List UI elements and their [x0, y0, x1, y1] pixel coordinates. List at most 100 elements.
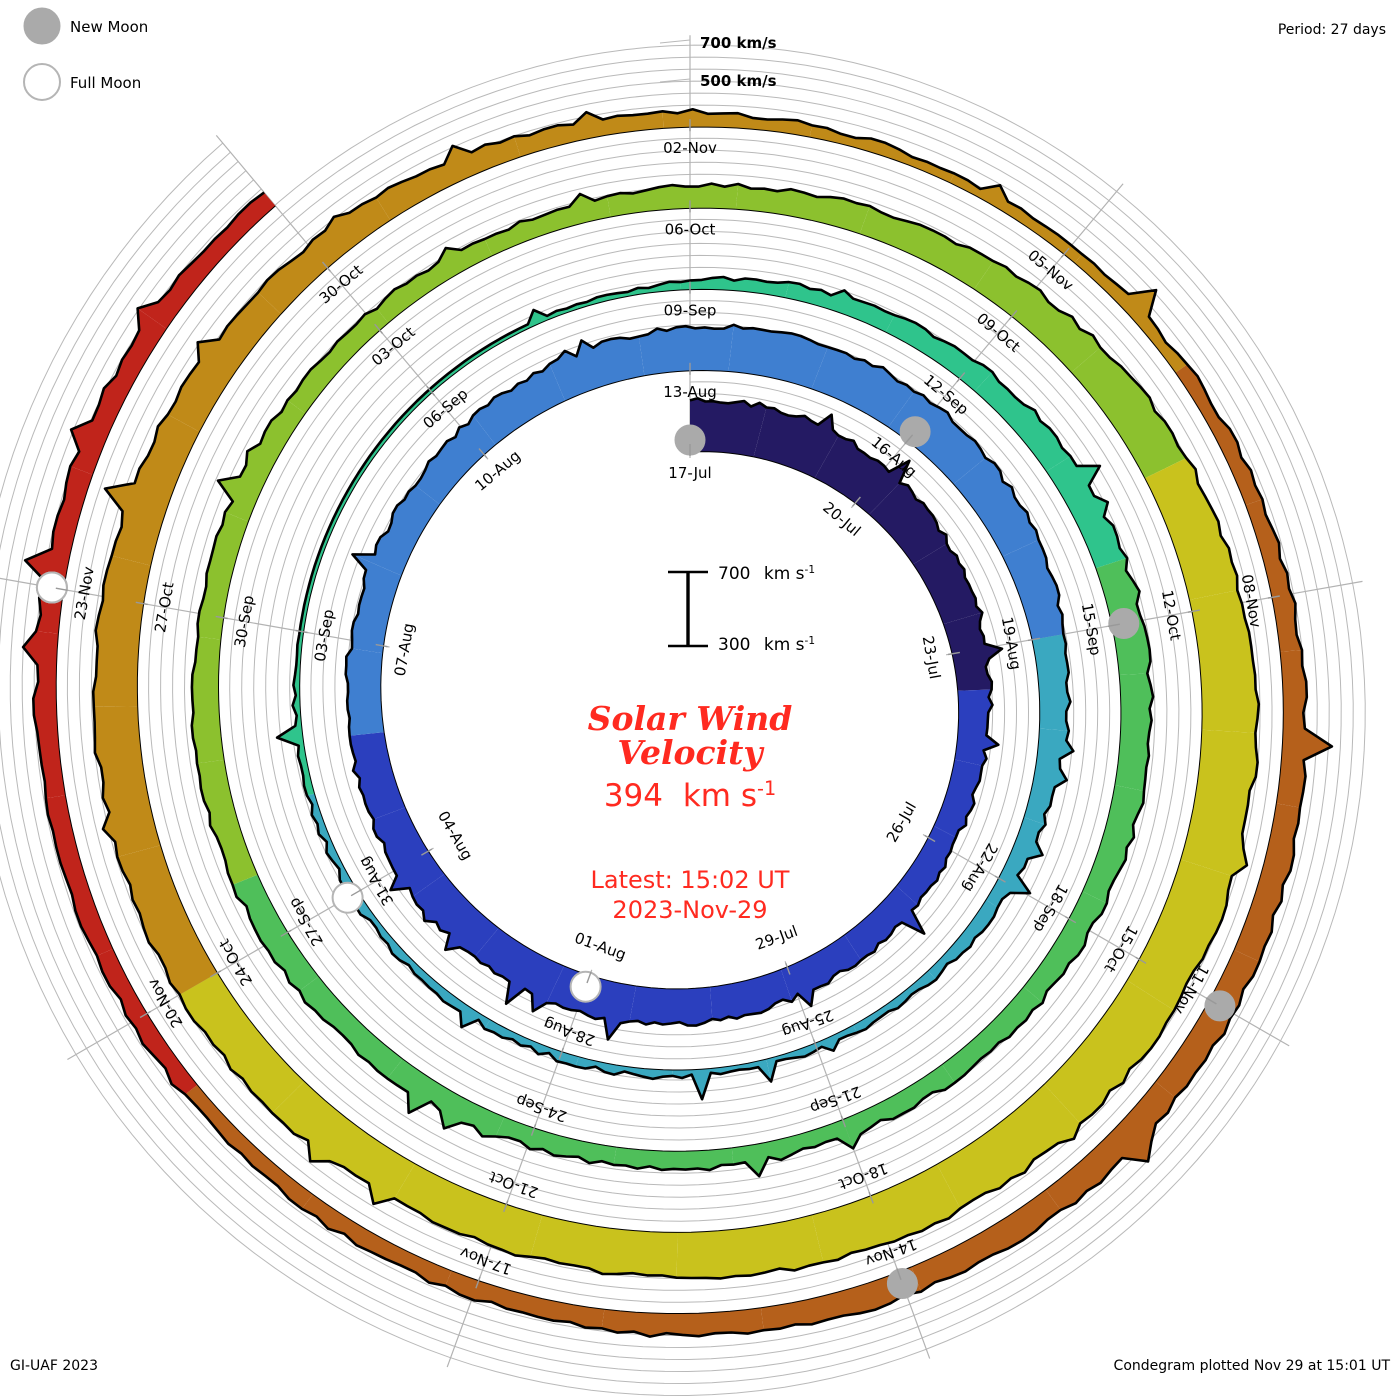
- velocity-band-segment: [1074, 254, 1188, 373]
- scalebar-top-value: 700: [718, 564, 750, 584]
- date-label-09-sep: 09-Sep: [664, 302, 717, 320]
- velocity-band-segment: [842, 1064, 955, 1149]
- date-tick: [956, 372, 966, 383]
- velocity-band-segment: [473, 363, 566, 445]
- date-tick: [478, 448, 488, 459]
- velocity-band-segment: [137, 192, 276, 329]
- velocity-band-segment: [45, 795, 113, 956]
- velocity-band-segment: [1175, 364, 1263, 506]
- velocity-band-segment: [1155, 949, 1260, 1098]
- full-moon-marker-icon: [331, 881, 364, 914]
- velocity-band-segment: [690, 398, 767, 457]
- velocity-band-segment: [761, 1266, 922, 1331]
- velocity-band-segment: [1045, 1081, 1176, 1210]
- velocity-band-segment: [70, 308, 167, 475]
- scalebar-top-exp: -1: [805, 564, 816, 576]
- moon-markers: [35, 416, 1236, 1299]
- velocity-band-segment: [197, 512, 249, 640]
- full-moon-marker-icon: [35, 571, 68, 604]
- velocity-band-segment: [853, 970, 937, 1033]
- new-moon-marker-icon: [1108, 608, 1140, 639]
- spoke-6: [67, 847, 434, 1061]
- velocity-band-segment: [232, 874, 319, 991]
- date-tick: [421, 848, 433, 856]
- credit-label: GI-UAF 2023: [10, 1358, 98, 1374]
- date-tick: [840, 1115, 847, 1128]
- velocity-band-segment: [105, 414, 200, 566]
- date-tick: [503, 1200, 509, 1213]
- new-moon-swatch-icon: [23, 7, 61, 45]
- date-tick: [1187, 609, 1200, 613]
- date-tick: [375, 643, 388, 648]
- velocity-band-segment: [1127, 859, 1232, 1011]
- velocity-band-segment: [167, 292, 281, 432]
- scalebar-bottom-value: 300: [718, 635, 750, 655]
- date-tick: [896, 1268, 902, 1280]
- scalebar-top-label: 700 km s-1: [718, 564, 815, 584]
- velocity-band-segment: [97, 948, 198, 1095]
- velocity-band-segment: [942, 986, 1043, 1083]
- velocity-band-segment: [1023, 891, 1107, 1003]
- velocity-band-segment: [911, 1189, 1061, 1292]
- velocity-band-segment: [662, 109, 813, 138]
- velocity-band-segment: [1032, 634, 1071, 731]
- date-tick: [1060, 247, 1070, 258]
- date-tick: [812, 1039, 819, 1052]
- velocity-band-segment: [933, 759, 983, 838]
- velocity-band-segment: [1071, 347, 1187, 479]
- velocity-band-segment: [185, 1084, 313, 1209]
- velocity-band-segment: [191, 636, 225, 764]
- velocity-band-segment: [613, 1147, 734, 1171]
- latest-date-label: 2023-Nov-29: [612, 896, 767, 924]
- date-label-02-nov: 02-Nov: [663, 139, 717, 157]
- velocity-band-segment: [514, 111, 664, 157]
- date-tick: [426, 385, 436, 397]
- spoke-4: [784, 961, 931, 1359]
- new-moon-marker-icon: [1204, 990, 1236, 1022]
- date-tick: [1205, 997, 1217, 1005]
- velocity-band-segment: [601, 1307, 764, 1337]
- velocity-band-segment: [345, 648, 385, 736]
- velocity-band-segment: [1046, 456, 1128, 569]
- date-tick: [1027, 637, 1041, 642]
- velocity-band-segment: [844, 885, 925, 961]
- date-tick: [904, 434, 914, 445]
- date-tick: [852, 496, 861, 507]
- date-label-13-aug: 13-Aug: [663, 383, 716, 401]
- date-tick: [924, 834, 936, 843]
- date-tick: [215, 615, 228, 620]
- scalebar-top-unit: km s: [764, 564, 805, 584]
- date-tick: [1267, 595, 1280, 599]
- spoke-3: [922, 833, 1290, 1047]
- scalebar-bottom-unit: km s: [764, 635, 805, 655]
- date-tick: [947, 651, 961, 656]
- spoke-8: [215, 135, 489, 460]
- velocity-band-segment: [93, 706, 161, 857]
- velocity-band-segment: [301, 1194, 452, 1286]
- full-moon-marker-icon: [569, 970, 602, 1003]
- velocity-band-segment: [766, 1025, 857, 1082]
- date-label-17-jul: 17-Jul: [668, 464, 711, 482]
- velocity-band-segment: [546, 966, 637, 1040]
- current-velocity-unit: km s: [683, 778, 757, 814]
- velocity-band-segment: [1114, 673, 1154, 791]
- current-velocity-exp: -1: [757, 777, 776, 800]
- velocity-band-segment: [1023, 728, 1074, 825]
- date-tick: [280, 929, 292, 937]
- velocity-band-segment: [387, 1059, 505, 1137]
- velocity-band-segment: [731, 1119, 854, 1177]
- velocity-band-segment: [394, 1163, 543, 1257]
- velocity-band-segment: [896, 826, 956, 906]
- velocity-band-segment: [1082, 785, 1144, 904]
- velocity-band-segment: [888, 391, 986, 485]
- velocity-band-segment: [1234, 803, 1300, 962]
- velocity-band-segment: [811, 347, 914, 428]
- latest-time-label: Latest: 15:02 UT: [591, 866, 790, 894]
- velocity-band-segment: [258, 197, 391, 315]
- velocity-band-segment: [287, 308, 389, 414]
- velocity-band-segment: [408, 961, 491, 1029]
- velocity-band-segment: [482, 304, 578, 353]
- date-tick: [321, 261, 331, 272]
